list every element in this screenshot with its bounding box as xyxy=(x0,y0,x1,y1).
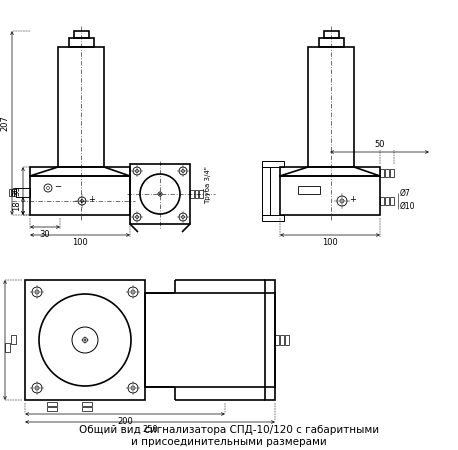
Bar xyxy=(262,215,284,221)
Text: 30: 30 xyxy=(40,230,50,239)
Bar xyxy=(298,186,320,194)
Bar xyxy=(262,161,284,167)
Bar xyxy=(385,169,389,177)
Bar xyxy=(11,189,13,196)
Text: Ø10: Ø10 xyxy=(400,202,415,211)
Bar xyxy=(280,335,284,345)
Bar xyxy=(199,190,202,198)
Bar xyxy=(25,280,145,400)
Text: 100: 100 xyxy=(72,238,88,247)
Text: 39: 39 xyxy=(12,186,21,196)
Text: Общий вид сигнализатора СПД-10/120 с габаритными: Общий вид сигнализатора СПД-10/120 с габ… xyxy=(79,425,379,435)
Bar xyxy=(30,167,130,176)
Bar xyxy=(73,31,88,38)
Text: −: − xyxy=(54,183,61,192)
Text: 200: 200 xyxy=(117,417,133,426)
Text: 100: 100 xyxy=(322,238,338,247)
Bar xyxy=(262,167,270,215)
Bar xyxy=(9,189,11,196)
Bar xyxy=(190,190,193,198)
Bar xyxy=(145,293,275,387)
Bar xyxy=(14,189,16,196)
Bar xyxy=(323,31,338,38)
Bar xyxy=(47,402,57,406)
Bar xyxy=(280,167,380,176)
Text: 207: 207 xyxy=(0,115,9,131)
Bar xyxy=(390,197,394,205)
Bar xyxy=(380,169,384,177)
Bar xyxy=(380,197,384,205)
Bar xyxy=(5,343,10,352)
Bar xyxy=(285,335,289,345)
Text: 50: 50 xyxy=(374,140,385,149)
Bar xyxy=(195,190,198,198)
Bar xyxy=(69,38,93,47)
Bar xyxy=(280,176,380,215)
Bar xyxy=(385,197,389,205)
Text: Ø7: Ø7 xyxy=(400,189,411,198)
Bar xyxy=(275,335,279,345)
Bar xyxy=(30,176,130,215)
Bar xyxy=(58,47,104,167)
Text: +: + xyxy=(349,195,356,204)
Bar xyxy=(390,169,394,177)
Text: 250: 250 xyxy=(142,425,158,434)
Text: 120: 120 xyxy=(0,332,2,348)
Text: и присоединительными размерами: и присоединительными размерами xyxy=(131,437,327,447)
Bar xyxy=(308,47,354,167)
Bar xyxy=(265,280,275,400)
Bar xyxy=(16,188,30,197)
Bar xyxy=(318,38,344,47)
Bar xyxy=(82,402,92,406)
Bar xyxy=(11,335,16,344)
Text: +: + xyxy=(88,195,95,204)
Text: 18: 18 xyxy=(12,201,21,212)
Text: Труба 3/4": Труба 3/4" xyxy=(205,166,212,204)
Bar xyxy=(130,164,190,224)
Bar xyxy=(47,407,57,411)
Bar xyxy=(82,407,92,411)
